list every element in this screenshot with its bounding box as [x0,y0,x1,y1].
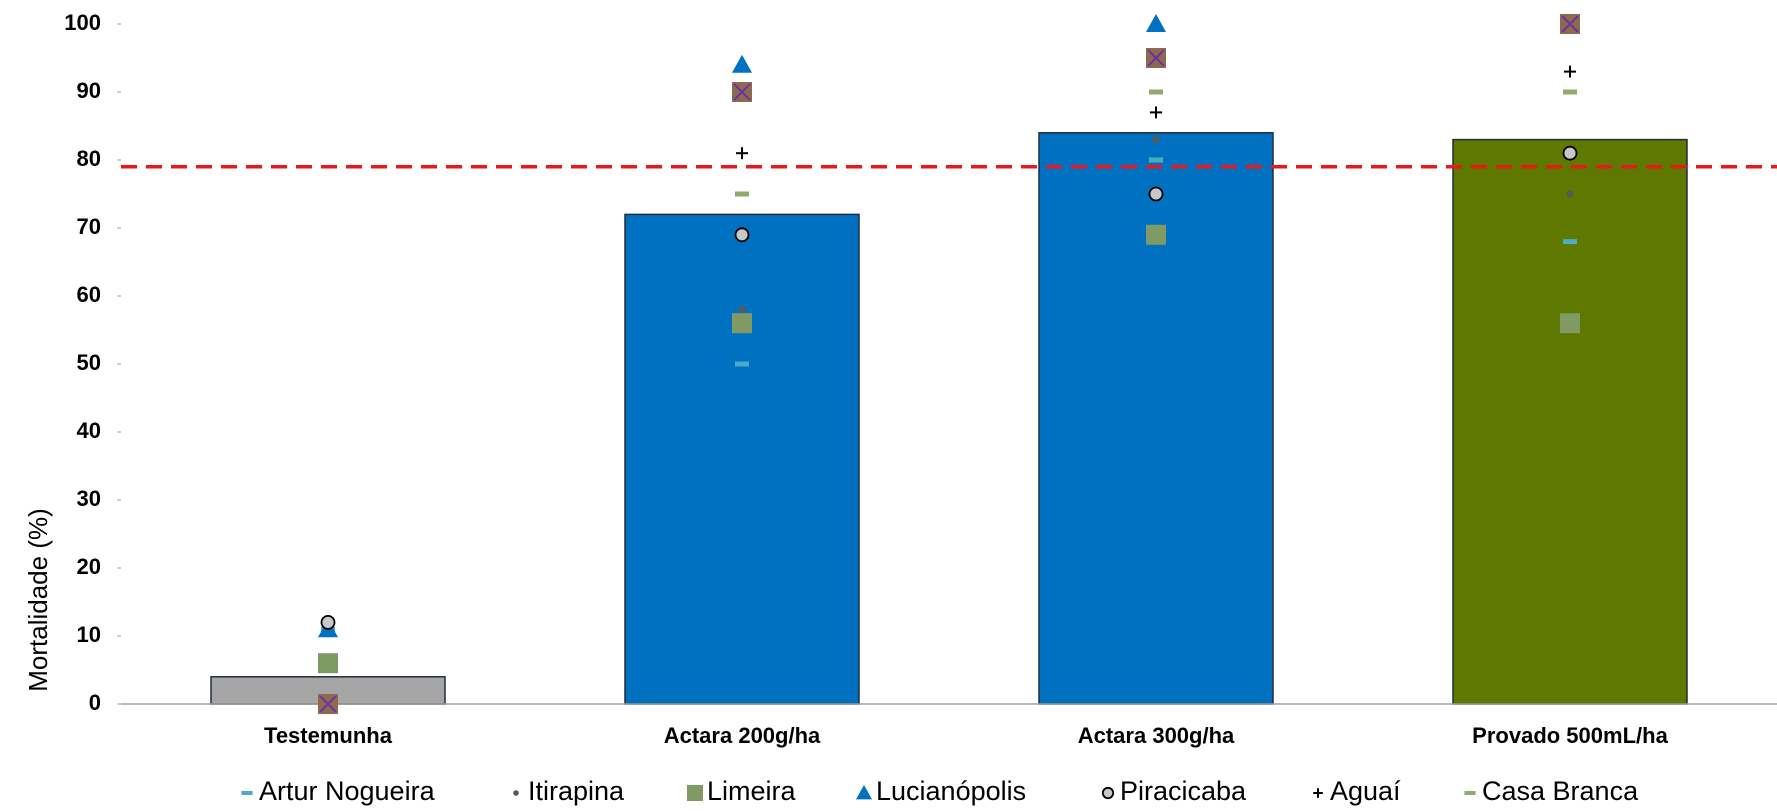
legend-label: Piracicaba [1120,776,1247,806]
y-axis-label: Mortalidade (%) [23,508,53,692]
y-tick-label: 40 [77,418,101,443]
y-tick-label: 20 [77,554,101,579]
marker [1146,14,1166,32]
marker [1566,190,1574,198]
marker [1563,89,1577,95]
legend-label: Limeira [707,776,797,806]
marker [732,313,752,334]
x-tick-label: Provado 500mL/ha [1472,723,1668,748]
x-tick-label: Actara 200g/ha [664,723,821,748]
marker [1152,136,1160,144]
marker [734,227,750,243]
marker [1313,788,1323,798]
marker [1560,14,1580,34]
legend-label: Aguaí [1330,776,1401,806]
y-tick-label: 60 [77,282,101,307]
bar [1452,138,1688,705]
legend-label: Casa Branca [1482,776,1639,806]
marker [1146,48,1166,68]
marker [1148,186,1164,202]
marker [1146,224,1166,245]
marker [1564,65,1576,78]
marker [1149,157,1163,163]
marker [241,791,253,795]
marker [513,790,519,796]
legend-label: Artur Nogueira [259,776,436,806]
marker [1150,106,1162,119]
y-tick-label: 50 [77,350,101,375]
y-tick-label: 100 [64,10,101,35]
x-tick-label: Testemunha [264,723,393,748]
marker [732,82,752,102]
marker [318,694,338,714]
marker [856,785,872,800]
y-tick-label: 30 [77,486,101,511]
legend-label: Itirapina [528,776,625,806]
y-tick-label: 10 [77,622,101,647]
x-tick-label: Actara 300g/ha [1078,723,1235,748]
y-tick-label: 0 [89,690,101,715]
marker [687,785,703,801]
y-tick-label: 90 [77,78,101,103]
bar [624,213,860,705]
marker [1563,239,1577,245]
marker [320,615,336,630]
y-tick-label: 80 [77,146,101,171]
marker [736,147,748,160]
marker [735,191,749,197]
marker [1464,791,1476,795]
marker [738,306,746,314]
marker [318,653,338,674]
marker [1562,145,1578,161]
marker [1560,313,1580,334]
marker [735,361,749,367]
marker [732,54,752,73]
marker [1101,786,1115,800]
marker [1149,89,1163,95]
y-tick-label: 70 [77,214,101,239]
bar [1038,132,1274,705]
legend-label: Lucianópolis [876,776,1026,806]
